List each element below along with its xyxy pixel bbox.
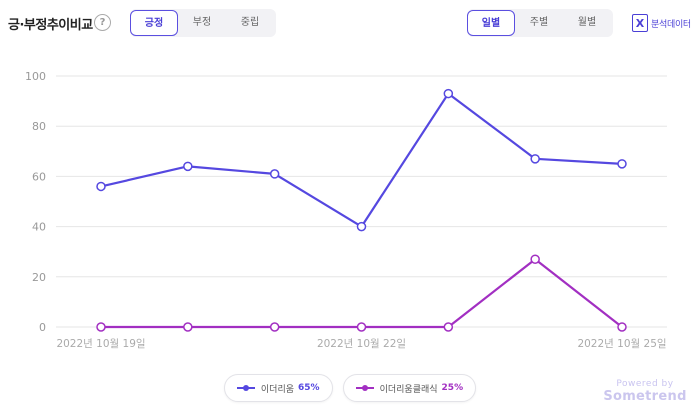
series-1-point-5 [530,154,540,164]
legend: 이더리움 65% 이더리움클래식 25% [0,374,700,402]
series-1-point-3 [356,221,367,232]
export-data-button[interactable]: X 분석데이터 [632,14,691,32]
sentiment-tabs: 긍정 부정 중립 [130,9,276,37]
x-tick-label-1: 2022년 10월 22일 [317,337,406,350]
powered-by-logo: Powered by Sometrend [600,379,690,404]
tab-daily[interactable]: 일별 [467,10,515,36]
series-2-point-0 [96,322,106,332]
tab-positive[interactable]: 긍정 [130,10,178,36]
y-tick-label-4: 80 [32,120,46,133]
tab-negative[interactable]: 부정 [192,17,212,28]
help-icon[interactable]: ? [94,14,111,31]
line-chart: 0 20 40 60 80 100 2022년 10월 19일 2022년 10월 22일 20… [25,70,667,350]
x-tick-label-0: 2022년 10월 19일 [56,337,145,350]
y-tick-label-1: 20 [32,271,46,284]
series-2-point-3 [356,322,367,332]
legend-label-series-2: 이더리움클래식 [379,384,438,395]
y-tick-label-2: 40 [32,221,46,234]
series-2-point-1 [183,322,193,332]
legend-item-series-2[interactable]: 이더리움클래식 25% [342,374,477,402]
tab-neutral[interactable]: 중립 [240,17,260,28]
export-data-label: 분석데이터 [651,19,691,30]
series-line-1 [100,92,623,228]
series-2-point-5 [530,254,540,264]
series-2-point-2 [269,322,280,332]
series-1-point-1 [183,161,193,172]
series-1-point-2 [269,169,280,179]
series-1-point-4 [443,88,454,99]
chart-header: 긍·부정추이비교 ? 긍정 부정 중립 일별 주별 월별 X 분석데이터 [0,0,700,48]
page-title: 긍·부정추이비교 [8,18,93,33]
legend-swatch-series-1 [236,385,255,391]
series-1-point-6 [617,159,627,169]
powered-by-text: Powered by [616,379,674,389]
period-tabs: 일별 주별 월별 [467,9,613,37]
excel-icon: X [632,14,648,32]
y-tick-label-0: 0 [39,321,46,334]
legend-label-series-1: 이더리움 [260,384,295,395]
legend-item-series-1[interactable]: 이더리움 65% [223,374,333,402]
series-2-point-6 [617,322,627,332]
y-tick-label-5: 100 [25,70,46,83]
series-2-point-4 [443,322,454,332]
x-tick-label-2: 2022년 10월 25일 [577,337,666,350]
legend-pct-series-2: 25% [441,383,464,393]
brand-name: Sometrend [603,389,687,404]
series-line-2 [101,258,623,329]
legend-pct-series-1: 65% [298,383,320,393]
tab-weekly[interactable]: 주별 [529,17,549,28]
legend-swatch-series-2 [355,385,374,391]
y-tick-label-3: 60 [32,170,46,183]
series-1-point-0 [96,181,106,192]
tab-monthly[interactable]: 월별 [577,17,597,28]
